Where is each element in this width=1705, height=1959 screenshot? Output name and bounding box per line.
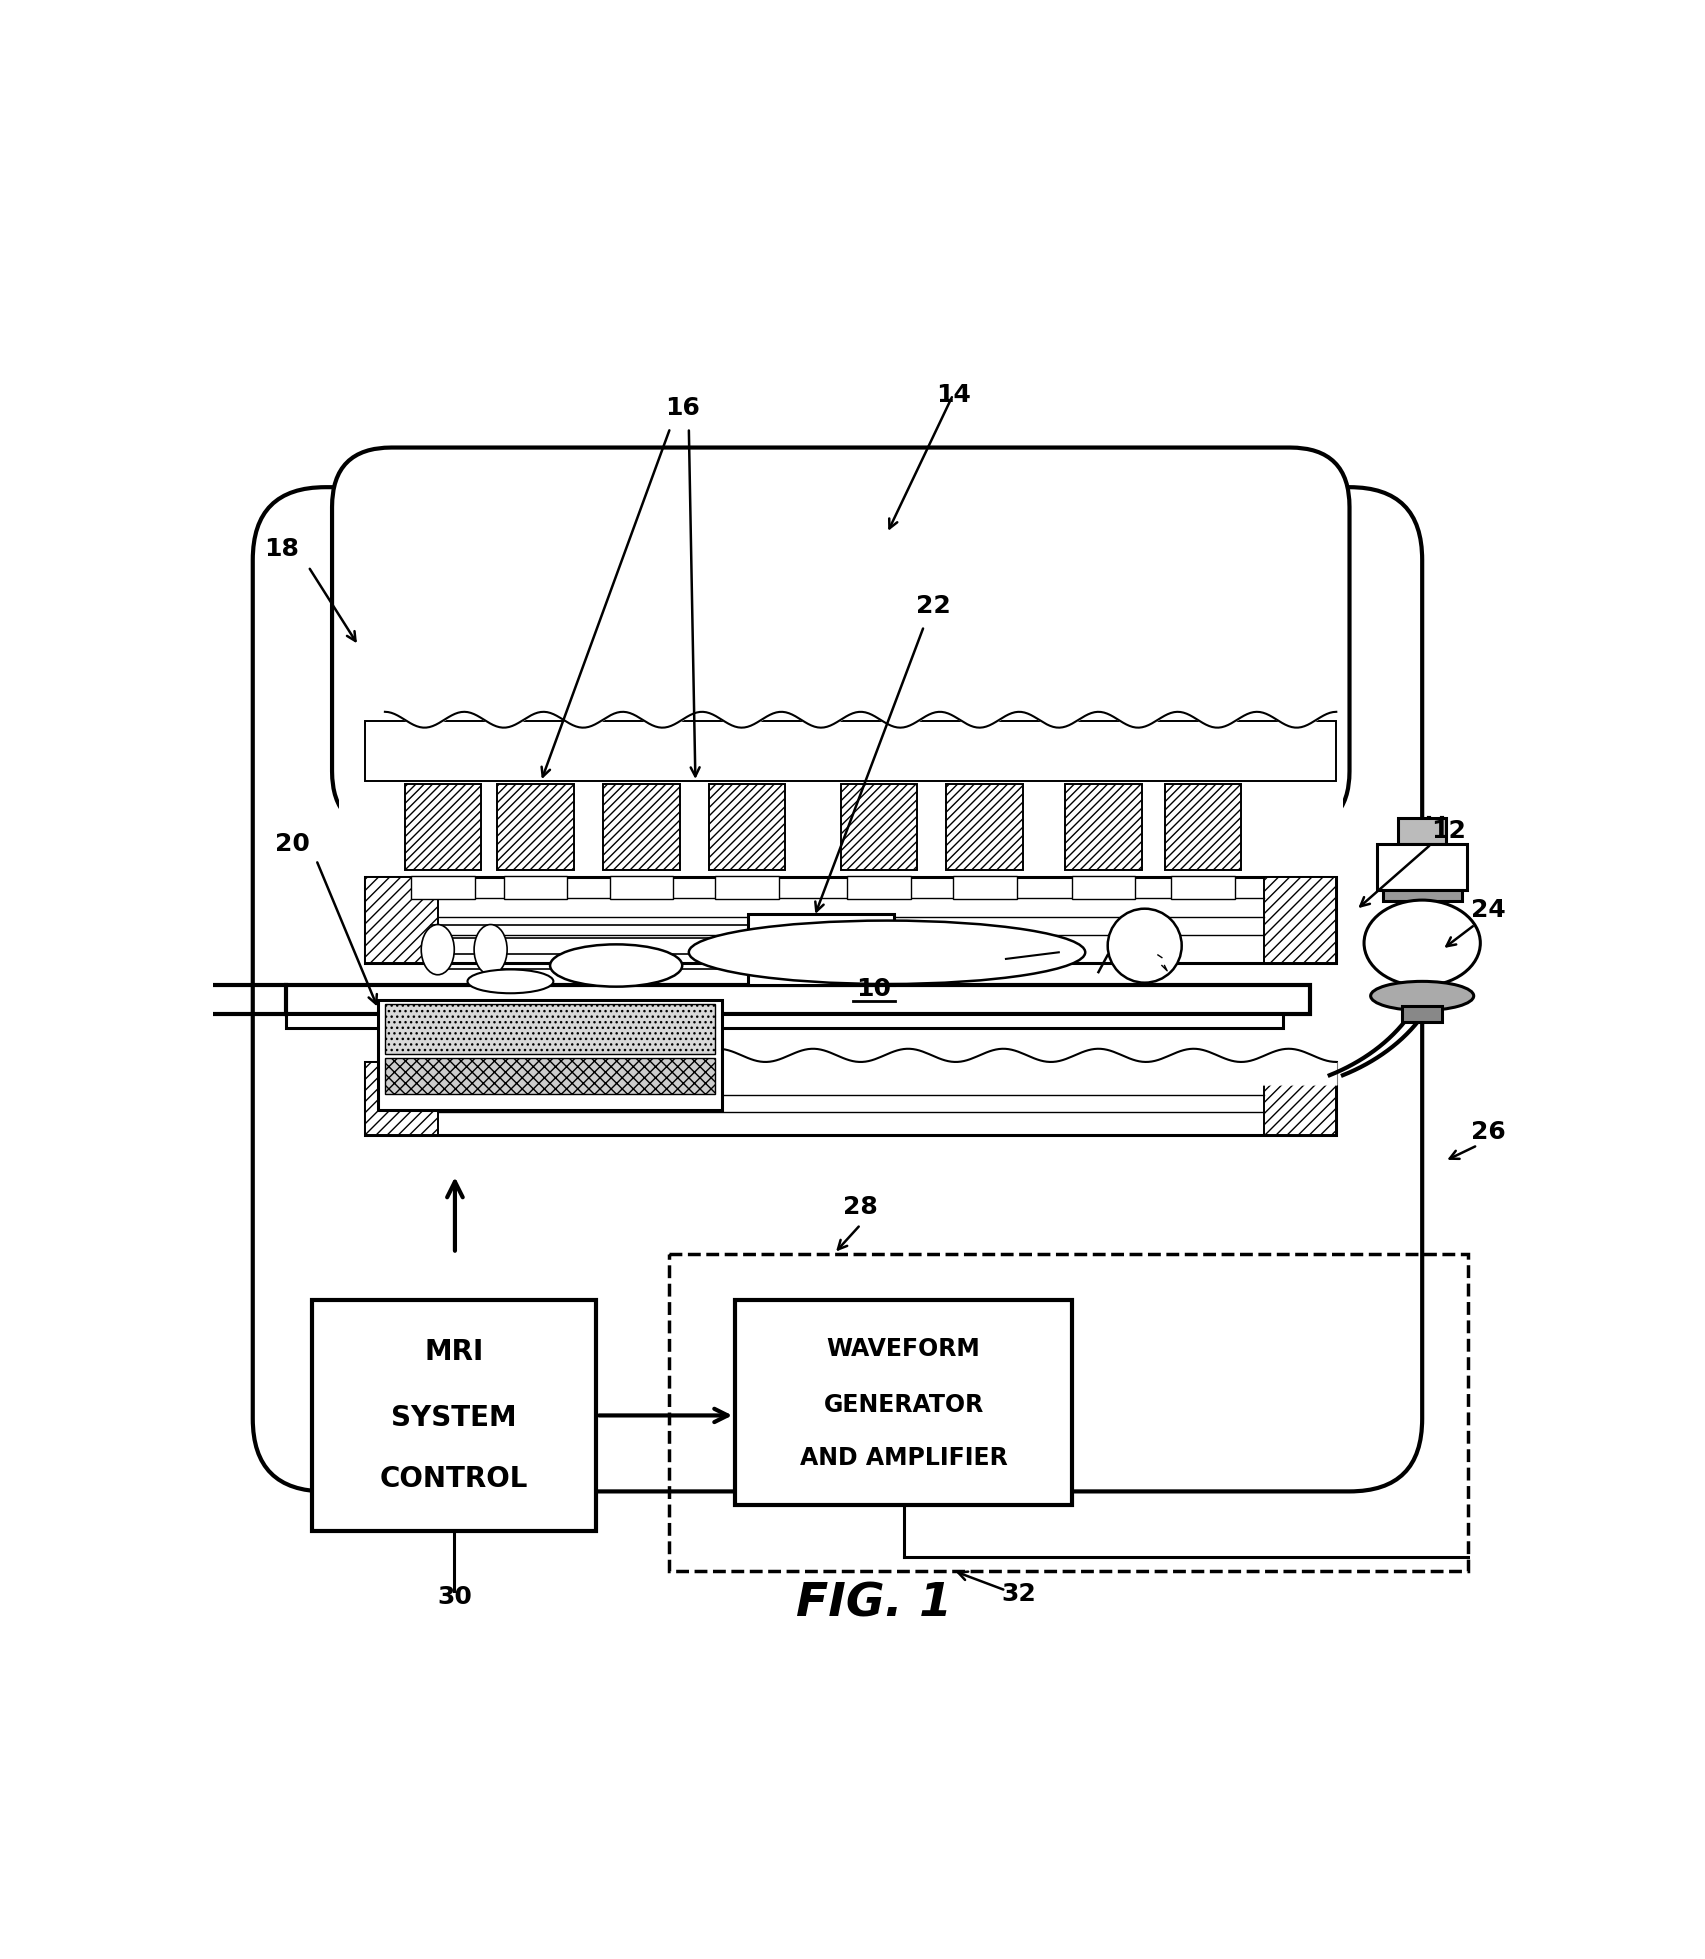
Bar (716, 876, 779, 899)
Bar (286, 985, 1309, 1015)
Bar (365, 1062, 1337, 1134)
Ellipse shape (551, 944, 682, 987)
Ellipse shape (474, 925, 506, 976)
Bar (365, 1062, 438, 1134)
Text: MRI: MRI (425, 1338, 484, 1365)
Bar (668, 1254, 1468, 1571)
Bar (286, 1015, 1284, 1028)
Text: SYSTEM: SYSTEM (392, 1405, 517, 1432)
Bar (1402, 1007, 1442, 1023)
Bar (1383, 889, 1461, 901)
Bar (609, 876, 673, 899)
Bar (1398, 817, 1446, 844)
Bar (1171, 876, 1234, 899)
Bar (385, 1058, 716, 1093)
Text: 30: 30 (438, 1585, 472, 1608)
Text: 10: 10 (856, 978, 892, 1001)
Bar (1378, 844, 1466, 889)
Bar (365, 878, 438, 964)
Text: FIG. 1: FIG. 1 (796, 1581, 951, 1626)
Text: 32: 32 (1003, 1583, 1037, 1606)
Text: 14: 14 (936, 382, 970, 407)
FancyBboxPatch shape (252, 488, 1422, 1491)
Bar (404, 784, 481, 870)
Bar (841, 784, 917, 870)
Text: GENERATOR: GENERATOR (824, 1393, 984, 1416)
Text: 26: 26 (1471, 1121, 1506, 1144)
Bar (339, 705, 1344, 1405)
Ellipse shape (1364, 899, 1480, 985)
Text: 16: 16 (665, 396, 699, 419)
Ellipse shape (1371, 981, 1473, 1011)
Circle shape (1108, 909, 1182, 983)
Bar (709, 784, 786, 870)
Bar (365, 721, 1337, 780)
Bar (1066, 784, 1142, 870)
Bar (953, 876, 1016, 899)
Text: 12: 12 (1430, 819, 1466, 842)
Bar (505, 876, 568, 899)
Bar (399, 711, 1284, 778)
Text: AND AMPLIFIER: AND AMPLIFIER (800, 1446, 1008, 1469)
FancyBboxPatch shape (332, 447, 1350, 831)
Text: 24: 24 (1471, 897, 1506, 923)
Bar (1165, 784, 1241, 870)
Bar (312, 1301, 597, 1532)
Text: 18: 18 (264, 537, 300, 562)
Bar (735, 1301, 1072, 1505)
Bar (1263, 1062, 1337, 1134)
Bar (1263, 878, 1337, 964)
Text: 22: 22 (916, 594, 951, 619)
Bar (365, 878, 1337, 964)
Bar (604, 784, 680, 870)
Text: WAVEFORM: WAVEFORM (827, 1338, 980, 1362)
Bar (1072, 876, 1136, 899)
Bar (847, 876, 910, 899)
Text: 20: 20 (275, 833, 310, 856)
Bar (385, 1003, 716, 1054)
Bar (411, 876, 474, 899)
Text: 28: 28 (844, 1195, 878, 1218)
Ellipse shape (467, 970, 554, 993)
Text: CONTROL: CONTROL (380, 1465, 529, 1493)
Bar (498, 784, 575, 870)
Ellipse shape (689, 921, 1086, 983)
Bar (748, 915, 893, 985)
Bar (379, 999, 721, 1109)
Bar (946, 784, 1023, 870)
Ellipse shape (421, 925, 454, 976)
